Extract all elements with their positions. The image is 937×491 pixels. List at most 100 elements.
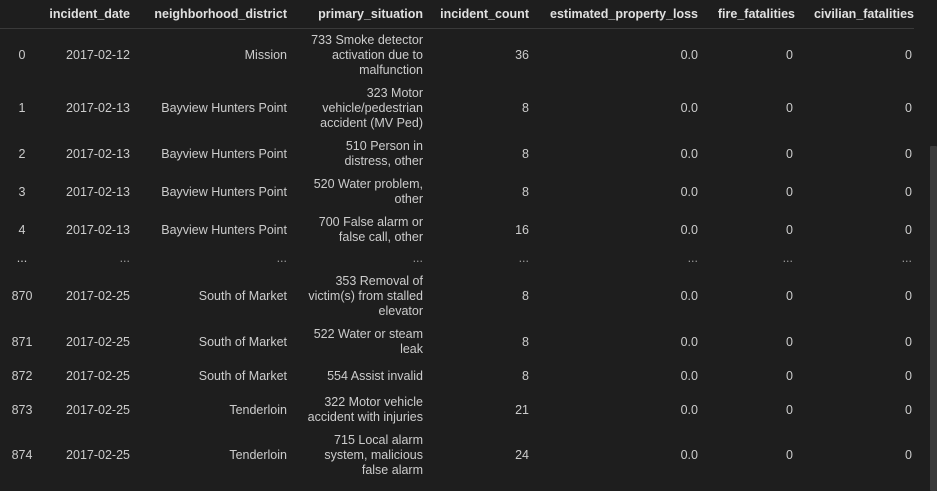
cell-primary-situation: 733 Smoke detector activation due to mal…: [287, 29, 423, 83]
cell-incident-date: 2017-02-13: [66, 184, 130, 199]
row-index: ...: [16, 251, 28, 265]
cell-civilian-fatalities: 0: [905, 368, 912, 383]
cell-neighborhood-district: South of Market: [198, 289, 287, 303]
cell-incident-date: ...: [119, 251, 130, 265]
header-index: [0, 0, 44, 29]
table-row: 3 2017-02-13 Bayview Hunters Point 520 W…: [0, 173, 914, 211]
header-civilian-fatalities: civilian_fatalities: [795, 0, 914, 29]
table-row: 1 2017-02-13 Bayview Hunters Point 323 M…: [0, 82, 914, 135]
row-index: 872: [11, 368, 33, 383]
table-body: 0 2017-02-12 Mission 733 Smoke detector …: [0, 29, 914, 483]
ellipsis-row: ... ... ... ... ... ... ... ...: [0, 249, 914, 270]
primary-situation-text: 554 Assist invalid: [327, 368, 423, 383]
cell-incident-date: 2017-02-25: [66, 402, 130, 417]
dataframe-table: incident_date neighborhood_district prim…: [0, 0, 914, 483]
row-index: 874: [11, 448, 33, 462]
cell-civilian-fatalities: 0: [905, 146, 912, 161]
cell-neighborhood-district: South of Market: [198, 334, 287, 349]
cell-fire-fatalities: 0: [786, 222, 793, 237]
cell-neighborhood-district: ...: [276, 251, 287, 265]
cell-primary-situation: 554 Assist invalid: [287, 361, 423, 391]
primary-situation-text: 520 Water problem, other: [313, 177, 423, 206]
table-header: incident_date neighborhood_district prim…: [0, 0, 914, 29]
cell-primary-situation: 522 Water or steam leak: [287, 323, 423, 361]
cell-incident-date: 2017-02-13: [66, 146, 130, 161]
row-index: 873: [11, 402, 33, 417]
primary-situation-text: 322 Motor vehicle accident with injuries: [307, 395, 423, 424]
cell-civilian-fatalities: 0: [905, 48, 912, 62]
cell-incident-count: 36: [515, 48, 529, 62]
cell-neighborhood-district: Mission: [244, 48, 287, 62]
cell-fire-fatalities: 0: [786, 289, 793, 303]
cell-incident-count: 8: [522, 101, 529, 115]
primary-situation-text: 323 Motor vehicle/pedestrian accident (M…: [320, 86, 423, 130]
primary-situation-text: 715 Local alarm system, malicious false …: [324, 433, 423, 477]
cell-estimated-property-loss: ...: [687, 251, 698, 265]
cell-fire-fatalities: 0: [786, 334, 793, 349]
cell-estimated-property-loss: 0.0: [680, 101, 698, 115]
header-incident-count: incident_count: [423, 0, 529, 29]
cell-estimated-property-loss: 0.0: [680, 289, 698, 303]
table-row: 870 2017-02-25 South of Market 353 Remov…: [0, 270, 914, 323]
primary-situation-text: 700 False alarm or false call, other: [318, 215, 423, 244]
cell-fire-fatalities: 0: [786, 101, 793, 115]
header-row: incident_date neighborhood_district prim…: [0, 0, 914, 29]
table-row: 872 2017-02-25 South of Market 554 Assis…: [0, 361, 914, 391]
cell-incident-count: ...: [518, 251, 529, 265]
cell-incident-date: 2017-02-12: [66, 48, 130, 62]
cell-civilian-fatalities: 0: [905, 222, 912, 237]
row-index: 0: [18, 48, 26, 62]
cell-fire-fatalities: ...: [782, 251, 793, 265]
cell-neighborhood-district: South of Market: [198, 368, 287, 383]
primary-situation-text: 733 Smoke detector activation due to mal…: [311, 33, 423, 77]
cell-incident-date: 2017-02-13: [66, 222, 130, 237]
cell-neighborhood-district: Tenderloin: [229, 402, 287, 417]
cell-civilian-fatalities: 0: [905, 448, 912, 462]
row-index: 4: [18, 222, 26, 237]
primary-situation-text: 353 Removal of victim(s) from stalled el…: [308, 274, 423, 318]
cell-primary-situation: 510 Person in distress, other: [287, 135, 423, 173]
cell-incident-count: 8: [522, 146, 529, 161]
cell-neighborhood-district: Bayview Hunters Point: [161, 222, 287, 237]
primary-situation-text: 522 Water or steam leak: [313, 327, 423, 356]
header-estimated-property-loss: estimated_property_loss: [529, 0, 698, 29]
row-index: 870: [11, 289, 33, 303]
vertical-scrollbar[interactable]: [930, 0, 937, 491]
table-row: 2 2017-02-13 Bayview Hunters Point 510 P…: [0, 135, 914, 173]
cell-neighborhood-district: Tenderloin: [229, 448, 287, 462]
cell-estimated-property-loss: 0.0: [680, 222, 698, 237]
cell-incident-date: 2017-02-25: [66, 368, 130, 383]
cell-incident-date: 2017-02-25: [66, 448, 130, 462]
header-fire-fatalities: fire_fatalities: [698, 0, 795, 29]
row-index: 1: [18, 101, 26, 115]
cell-incident-count: 24: [515, 448, 529, 462]
cell-fire-fatalities: 0: [786, 146, 793, 161]
cell-incident-date: 2017-02-25: [66, 289, 130, 303]
cell-estimated-property-loss: 0.0: [680, 184, 698, 199]
cell-incident-count: 8: [522, 289, 529, 303]
cell-primary-situation: 322 Motor vehicle accident with injuries: [287, 391, 423, 429]
primary-situation-text: 510 Person in distress, other: [344, 139, 423, 168]
cell-primary-situation: 323 Motor vehicle/pedestrian accident (M…: [287, 82, 423, 135]
cell-fire-fatalities: 0: [786, 402, 793, 417]
cell-civilian-fatalities: 0: [905, 289, 912, 303]
cell-fire-fatalities: 0: [786, 184, 793, 199]
scrollbar-thumb[interactable]: [930, 146, 937, 491]
cell-incident-count: 8: [522, 368, 529, 383]
cell-estimated-property-loss: 0.0: [680, 48, 698, 62]
cell-fire-fatalities: 0: [786, 48, 793, 62]
cell-estimated-property-loss: 0.0: [680, 402, 698, 417]
row-index: 2: [18, 146, 26, 161]
cell-primary-situation: 353 Removal of victim(s) from stalled el…: [287, 270, 423, 323]
cell-primary-situation: 520 Water problem, other: [287, 173, 423, 211]
cell-civilian-fatalities: ...: [901, 251, 912, 265]
cell-estimated-property-loss: 0.0: [680, 368, 698, 383]
header-primary-situation: primary_situation: [287, 0, 423, 29]
cell-incident-date: 2017-02-25: [66, 334, 130, 349]
cell-incident-count: 8: [522, 334, 529, 349]
cell-neighborhood-district: Bayview Hunters Point: [161, 146, 287, 161]
cell-incident-count: 16: [515, 222, 529, 237]
header-incident-date: incident_date: [44, 0, 132, 29]
cell-civilian-fatalities: 0: [905, 184, 912, 199]
